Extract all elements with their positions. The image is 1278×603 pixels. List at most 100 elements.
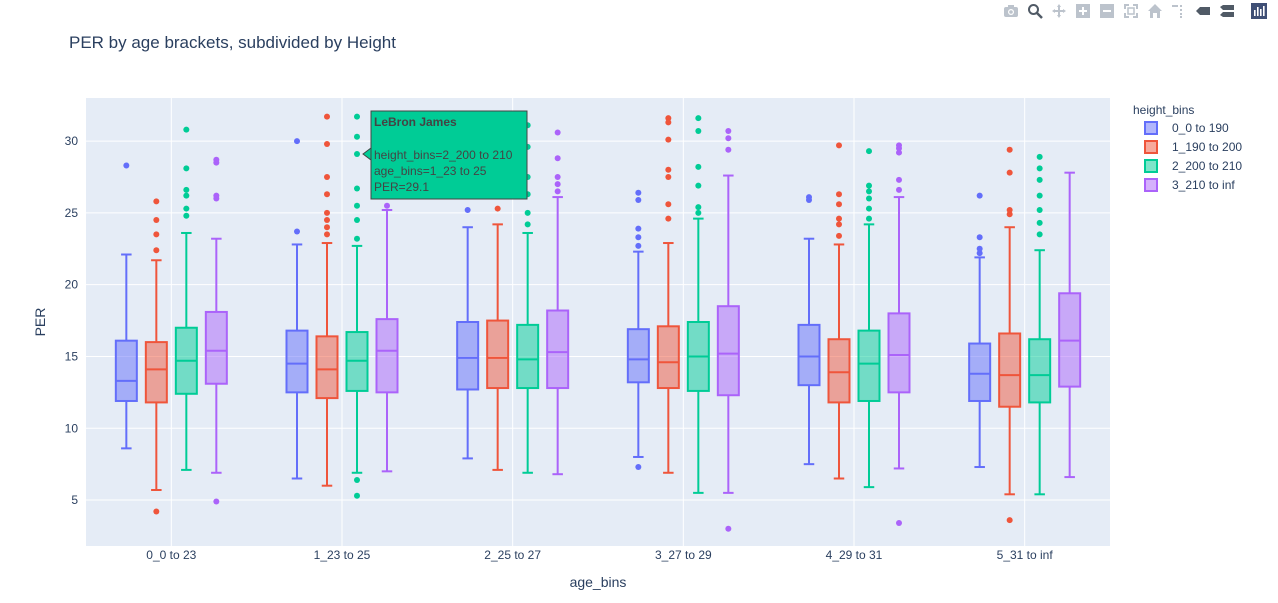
outlier-point <box>665 173 672 180</box>
box-iqr <box>114 339 138 402</box>
box <box>998 146 1022 524</box>
box-iqr <box>827 338 851 404</box>
plotly-logo-icon[interactable] <box>1250 2 1268 20</box>
box-iqr <box>315 335 339 400</box>
box <box>656 115 680 474</box>
box <box>375 202 399 473</box>
outlier-point <box>213 192 220 199</box>
outlier-point <box>123 162 130 169</box>
box <box>968 192 992 469</box>
legend: height_bins 0_0 to 190 1_190 to 200 2_200 … <box>1133 103 1242 192</box>
zoom-in-icon[interactable] <box>1074 2 1092 20</box>
box-iqr <box>998 332 1022 408</box>
outlier-point <box>1036 153 1043 160</box>
outlier-point <box>695 163 702 170</box>
outlier-point <box>836 221 842 228</box>
box <box>486 205 510 471</box>
box <box>797 194 821 466</box>
y-tick-label: 10 <box>65 421 79 435</box>
box <box>626 189 650 471</box>
x-tick-label: 0_0 to 23 <box>146 548 196 562</box>
box <box>174 126 198 471</box>
outlier-point <box>183 165 190 172</box>
outlier-point <box>354 133 360 140</box>
outlier-point <box>324 224 330 231</box>
outlier-point <box>836 215 842 222</box>
box <box>114 162 138 450</box>
box-iqr <box>797 323 821 387</box>
outlier-point <box>324 173 330 180</box>
outlier-point <box>976 234 983 241</box>
outlier-point <box>153 508 160 515</box>
plot-area[interactable] <box>86 98 1110 546</box>
outlier-point <box>976 250 983 257</box>
outlier-point <box>665 136 672 143</box>
outlier-point <box>384 202 390 209</box>
box-iqr <box>546 309 570 390</box>
zoom-out-icon[interactable] <box>1098 2 1116 20</box>
x-axis-label: age_bins <box>570 574 627 590</box>
legend-item[interactable]: 0_0 to 190 <box>1144 121 1229 135</box>
gridlines <box>86 98 1110 546</box>
home-icon[interactable] <box>1146 2 1164 20</box>
box <box>456 207 480 460</box>
outlier-point <box>976 192 983 199</box>
camera-icon[interactable] <box>1002 2 1020 20</box>
y-axis-label: PER <box>32 308 48 337</box>
spike-lines-icon[interactable] <box>1170 2 1188 20</box>
legend-swatch <box>1144 159 1158 173</box>
outlier-point <box>635 196 642 203</box>
tooltip-box <box>370 110 528 200</box>
outlier-point <box>524 221 531 228</box>
box <box>857 148 881 489</box>
box <box>887 142 911 527</box>
outlier-point <box>153 231 160 238</box>
y-tick-label: 30 <box>65 134 79 148</box>
box <box>144 198 168 515</box>
box <box>315 113 339 487</box>
outlier-point <box>554 155 561 162</box>
outlier-point <box>294 138 300 145</box>
legend-item[interactable]: 3_210 to inf <box>1144 178 1235 192</box>
outlier-point <box>866 215 872 222</box>
x-tick-labels: 0_0 to 23 1_23 to 25 2_25 to 27 3_27 to 29 4… <box>146 548 1053 562</box>
outlier-point <box>1036 192 1043 199</box>
hover-compare-icon[interactable] <box>1218 2 1236 20</box>
legend-label: 2_200 to 210 <box>1172 159 1242 173</box>
outlier-point <box>324 217 330 224</box>
outlier-point <box>153 217 160 224</box>
hover-tooltip: LeBron James height_bins=2_200 to 210 age_… <box>362 110 528 200</box>
x-tick-label: 1_23 to 25 <box>314 548 371 562</box>
pan-icon[interactable] <box>1050 2 1068 20</box>
outlier-point <box>635 225 642 232</box>
outlier-point <box>1036 165 1043 172</box>
box <box>285 138 309 480</box>
box-iqr <box>375 318 399 394</box>
outlier-point <box>324 191 330 198</box>
y-tick-labels: 5 10 15 20 25 30 <box>65 134 79 507</box>
outlier-point <box>896 176 902 183</box>
zoom-icon[interactable] <box>1026 2 1044 20</box>
outlier-point <box>153 247 160 254</box>
box-series-group <box>114 113 1082 532</box>
outlier-point <box>635 464 642 471</box>
box-iqr <box>857 329 881 402</box>
outlier-point <box>354 185 360 192</box>
tooltip-line: PER=29.1 <box>374 180 429 194</box>
autoscale-icon[interactable] <box>1122 2 1140 20</box>
outlier-point <box>183 212 190 219</box>
outlier-point <box>354 113 360 120</box>
outlier-point <box>836 142 842 149</box>
outlier-point <box>725 525 732 532</box>
x-tick-label: 3_27 to 29 <box>655 548 712 562</box>
legend-swatch <box>1144 121 1158 135</box>
box-iqr <box>486 319 510 390</box>
outlier-point <box>1006 211 1013 218</box>
y-tick-label: 5 <box>71 493 78 507</box>
legend-item[interactable]: 1_190 to 200 <box>1144 140 1242 154</box>
legend-item[interactable]: 2_200 to 210 <box>1144 159 1242 173</box>
modebar <box>1002 2 1268 20</box>
hover-closest-icon[interactable] <box>1194 2 1212 20</box>
outlier-point <box>1006 146 1013 153</box>
outlier-point <box>183 186 190 193</box>
